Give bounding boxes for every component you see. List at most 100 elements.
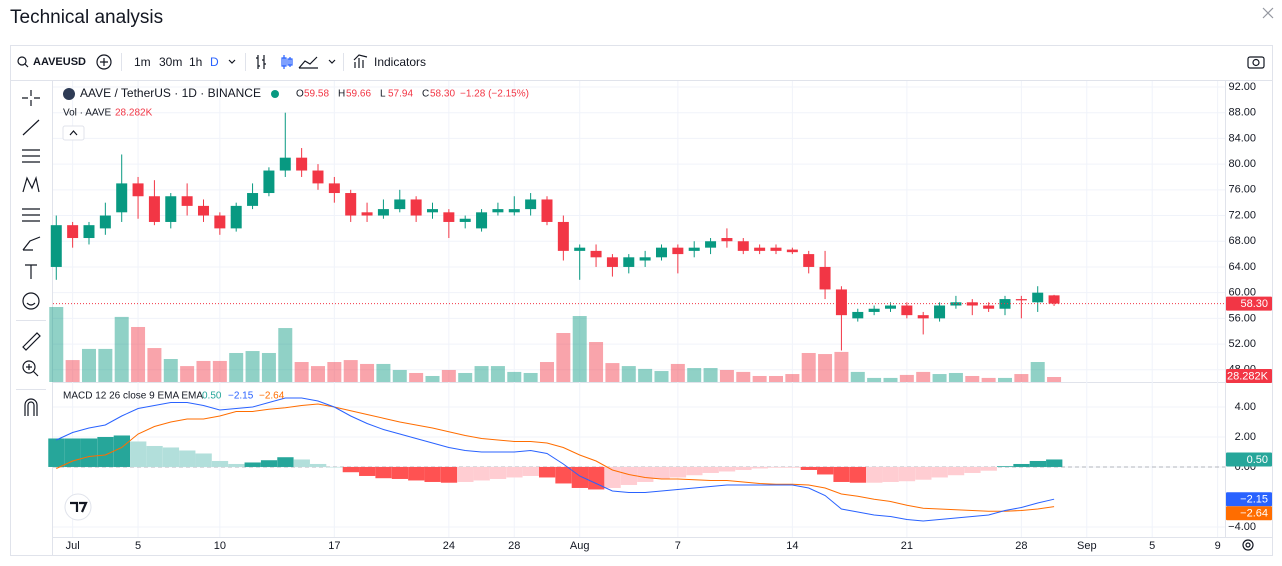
volume-bar [834,351,849,382]
close-button[interactable] [1262,7,1274,19]
volume-bar [180,366,195,382]
interval[interactable]: 30m [159,55,182,69]
volume-bar [752,375,767,382]
volume-bar [1047,376,1062,382]
volume-bar [621,366,636,382]
candle-body [721,238,733,242]
market-status [271,90,279,98]
volume-badge [1226,369,1272,383]
x-tick-label: 7 [675,540,681,552]
histogram-bar [898,466,916,482]
volume-bar [589,342,604,382]
histogram-bar [1046,459,1063,467]
histogram-bar [97,436,114,467]
ohlc-value: 59.58 [304,89,329,100]
symbol[interactable]: AAVEUSD [33,56,86,68]
candle-body [443,212,455,222]
candle-body [214,215,226,229]
x-tick-label: 24 [443,540,455,552]
histogram-bar [424,466,441,482]
pattern-tool[interactable] [22,175,40,193]
settings-button[interactable] [1242,539,1254,551]
indicators-icon[interactable] [353,54,368,68]
tv-logo [64,493,92,521]
histogram-bar [751,466,768,469]
volume-bar [687,368,702,382]
symbol-logo [63,88,75,100]
y-tick-label: 52.00 [1228,338,1256,350]
candle-body [50,225,62,267]
volume-bar [310,366,325,382]
interval-active[interactable]: D [210,55,219,69]
histogram-bar [1013,463,1030,467]
histogram-bar [162,447,180,467]
ohlc-key: O [296,89,304,100]
emoji-tool[interactable] [22,292,40,310]
area-style[interactable] [298,56,318,69]
x-tick-label: 14 [786,540,798,552]
histogram-bar [702,466,719,473]
interval[interactable]: 1h [189,55,202,69]
volume-bar [572,316,587,382]
x-tick-label: 21 [901,540,913,552]
search-icon[interactable] [17,56,29,68]
candle-body [492,209,504,213]
candle-body [361,212,373,216]
x-tick-label: 5 [135,540,141,552]
brush-tool[interactable] [22,236,41,251]
compare-button[interactable] [96,54,112,70]
projection-tool[interactable] [22,208,40,222]
text-tool[interactable] [25,264,37,279]
histogram-bar [228,463,245,467]
interval-menu[interactable] [228,59,236,64]
volume-bar [425,375,440,382]
style-menu[interactable] [328,59,336,64]
volume-bar [147,348,162,382]
snapshot-button[interactable] [1247,56,1265,69]
macd-line [56,397,1055,522]
magnet-tool[interactable] [24,398,38,416]
crosshair-tool[interactable] [22,90,40,106]
candle-body [1048,295,1060,304]
candle-body [165,196,177,222]
histogram-bar [588,466,605,490]
candles-style[interactable] [281,55,293,69]
volume-bar [916,371,931,382]
y-tick-label: 84.00 [1228,132,1256,144]
x-tick-label: 5 [1149,540,1155,552]
collapse-legend[interactable] [62,125,85,141]
ruler-tool[interactable] [22,332,41,351]
volume-bar [229,352,244,382]
candle-body [950,302,962,306]
histogram-bar [718,466,736,472]
candle-body [197,205,209,216]
trendline-tool[interactable] [22,119,40,136]
interval[interactable]: 1m [134,55,151,69]
candle-body [574,247,586,251]
candle-body [328,183,340,194]
histogram-bar [375,466,392,479]
candle-body [868,308,880,312]
histogram-bar [522,466,539,476]
histogram-bar [195,453,212,467]
zoom-tool[interactable] [22,360,39,377]
histogram-bar [882,466,899,482]
bars-style[interactable] [256,55,266,69]
volume-bar [703,368,718,382]
histogram-bar [571,466,589,488]
histogram-bar [931,466,948,478]
fib-tool[interactable] [22,149,40,163]
y-tick-label: 68.00 [1228,235,1256,247]
histogram-bar [637,466,654,482]
candle-body [508,209,520,213]
y-tick-label: 92.00 [1228,81,1256,93]
histogram-bar [48,438,65,467]
histogram-bar [653,466,670,479]
indicators-button[interactable]: Indicators [374,55,426,69]
price-badge [1226,296,1272,311]
volume-bar [539,362,554,382]
macd-legend-title: MACD 12 26 close 9 EMA EMA [63,391,203,402]
candle-body [263,170,275,194]
candle-body [557,221,569,251]
